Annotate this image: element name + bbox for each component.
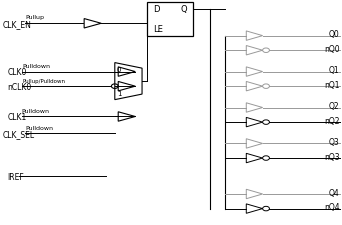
Text: 0: 0 — [117, 67, 121, 73]
Text: Pullup/Pulldown: Pullup/Pulldown — [22, 79, 65, 84]
Text: CLK_EN: CLK_EN — [2, 20, 31, 29]
Text: Pullup: Pullup — [25, 16, 44, 20]
Text: nQ4: nQ4 — [324, 202, 340, 211]
Text: Q3: Q3 — [329, 137, 340, 146]
Text: CLK0: CLK0 — [8, 68, 27, 77]
Text: nQ1: nQ1 — [324, 81, 340, 90]
Text: CLK_SEL: CLK_SEL — [2, 129, 35, 138]
Bar — [147, 3, 193, 36]
Text: 1: 1 — [117, 90, 121, 97]
Text: Pulldown: Pulldown — [22, 63, 50, 68]
Text: nQ3: nQ3 — [324, 152, 340, 161]
Text: Q2: Q2 — [329, 102, 340, 111]
Text: CLK1: CLK1 — [8, 112, 27, 122]
Text: Q1: Q1 — [329, 66, 340, 75]
Text: IREF: IREF — [8, 172, 24, 181]
Text: LE: LE — [153, 25, 163, 34]
Text: Pulldown: Pulldown — [22, 108, 50, 113]
Text: nQ0: nQ0 — [324, 45, 340, 54]
Text: Q4: Q4 — [329, 188, 340, 197]
Text: nCLK0: nCLK0 — [8, 82, 32, 91]
Text: D: D — [153, 5, 160, 14]
Text: nQ2: nQ2 — [324, 116, 340, 125]
Text: Q0: Q0 — [329, 30, 340, 39]
Text: Q: Q — [180, 5, 187, 14]
Text: Pulldown: Pulldown — [25, 126, 53, 131]
